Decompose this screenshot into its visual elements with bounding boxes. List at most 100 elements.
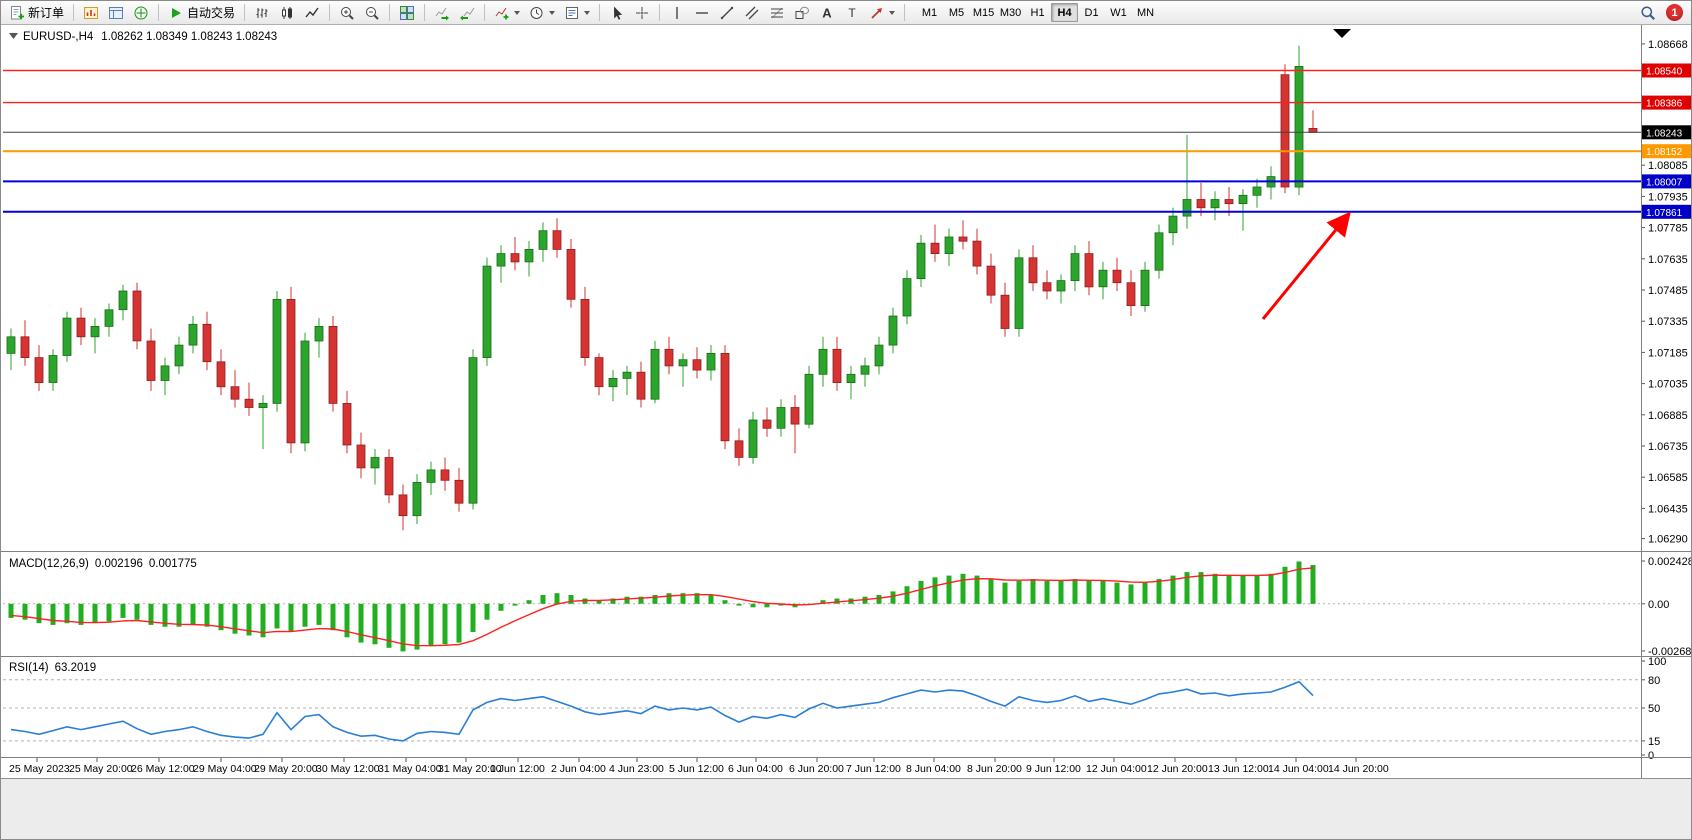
channel-button[interactable] — [740, 2, 764, 23]
macd-bar — [50, 603, 56, 625]
candle-down — [398, 494, 408, 517]
dropdown-caret — [584, 10, 591, 15]
crosshair-button[interactable] — [630, 2, 654, 23]
line-chart-button[interactable] — [300, 2, 324, 23]
macd-bar — [554, 593, 560, 604]
candle-up — [888, 315, 898, 346]
candle-down — [594, 357, 604, 388]
timeframe-h1-button[interactable]: H1 — [1024, 3, 1051, 22]
text-button[interactable]: A — [815, 2, 839, 23]
data-window-button[interactable] — [104, 2, 128, 23]
timeframe-m30-button[interactable]: M30 — [997, 3, 1024, 22]
arrows-button[interactable] — [865, 2, 899, 23]
macd-bar — [1268, 573, 1274, 604]
fibonacci-button[interactable] — [765, 2, 789, 23]
trend-arrow-annotation[interactable] — [1261, 211, 1351, 320]
market-watch-button[interactable] — [79, 2, 103, 23]
notification-badge[interactable]: 1 — [1666, 4, 1683, 21]
chart-shift-marker[interactable] — [1333, 29, 1351, 38]
candle-down — [832, 348, 842, 383]
new-order-button[interactable]: 新订单 — [5, 2, 68, 23]
vertical-line-button[interactable] — [665, 2, 689, 23]
time-axis-label: 25 May 2023 — [9, 763, 70, 775]
price-axis-label: 1.07635 — [1648, 254, 1688, 266]
macd-bar — [680, 593, 686, 604]
candle-down — [510, 253, 520, 263]
bar-chart-icon — [256, 7, 268, 18]
indicators-button[interactable] — [490, 2, 524, 23]
zoom-out-button[interactable] — [360, 2, 384, 23]
macd-bar — [512, 603, 518, 606]
tile-windows-button[interactable] — [395, 2, 419, 23]
macd-bar — [78, 603, 84, 625]
price-axis-label: 1.06885 — [1648, 410, 1688, 422]
candle-up — [160, 365, 170, 381]
candle-up — [524, 248, 534, 263]
candle-up — [6, 336, 16, 354]
candlestick-chart-button[interactable] — [275, 2, 299, 23]
macd-bar — [652, 595, 658, 604]
macd-bar — [190, 603, 196, 625]
macd-bar — [708, 595, 714, 604]
one-click-trading-toggle[interactable] — [9, 33, 18, 39]
auto-scroll-button[interactable] — [430, 2, 454, 23]
label-button[interactable]: T — [840, 2, 864, 23]
main-chart[interactable]: 1.08668 1.08085 1.07935 1.07785 1.07635 1.074… — [1, 25, 1692, 840]
macd-bar — [92, 603, 98, 624]
macd-bar — [148, 603, 154, 625]
candle-up — [706, 352, 716, 371]
candle-up — [1182, 199, 1192, 217]
candle-down — [720, 352, 730, 442]
time-axis-label: 9 Jun 12:00 — [1026, 763, 1081, 775]
macd-bar — [1044, 580, 1050, 604]
macd-bar — [442, 603, 448, 645]
macd-panel — [3, 561, 1641, 652]
macd-bar — [540, 595, 546, 604]
candle-down — [958, 236, 968, 242]
candle-up — [776, 407, 786, 429]
candle-down — [132, 290, 142, 342]
macd-bar — [358, 603, 364, 643]
macd-axis-label: 0.002428 — [1648, 556, 1692, 568]
navigator-button[interactable] — [129, 2, 153, 23]
auto-scroll-icon — [435, 7, 450, 20]
navigator-icon — [134, 6, 148, 19]
time-axis-label: 14 Jun 20:00 — [1328, 763, 1389, 775]
horizontal-line-button[interactable] — [690, 2, 714, 23]
zoom-in-button[interactable] — [335, 2, 359, 23]
cursor-icon — [614, 6, 623, 20]
data-window-icon — [109, 6, 124, 19]
toolbar-separator — [424, 4, 426, 21]
macd-bar — [820, 600, 826, 604]
periods-button[interactable] — [525, 2, 559, 23]
macd-bar — [988, 579, 994, 604]
cursor-button[interactable] — [605, 2, 629, 23]
trendline-button[interactable] — [715, 2, 739, 23]
time-axis-label: 1 Jun 12:00 — [490, 763, 545, 775]
candle-down — [664, 348, 674, 367]
candle-up — [188, 323, 198, 346]
autotrading-button[interactable]: 自动交易 — [164, 2, 239, 23]
timeframe-w1-button[interactable]: W1 — [1105, 3, 1132, 22]
search-icon — [1641, 5, 1655, 20]
templates-button[interactable] — [560, 2, 594, 23]
shapes-button[interactable] — [790, 2, 814, 23]
chart-shift-button[interactable] — [455, 2, 479, 23]
price-axis: 1.08668 1.08085 1.07935 1.07785 1.07635 1.074… — [1641, 39, 1692, 762]
time-axis-label: 8 Jun 04:00 — [906, 763, 961, 775]
search-button[interactable] — [1636, 2, 1660, 23]
timeframe-m1-button[interactable]: M1 — [916, 3, 943, 22]
bar-chart-button[interactable] — [250, 2, 274, 23]
timeframe-m5-button[interactable]: M5 — [943, 3, 970, 22]
timeframe-d1-button[interactable]: D1 — [1078, 3, 1105, 22]
macd-bar — [946, 575, 952, 604]
timeframe-h4-button[interactable]: H4 — [1051, 3, 1079, 22]
timeframe-mn-button[interactable]: MN — [1132, 3, 1159, 22]
candle-down — [1224, 199, 1234, 205]
candle-up — [104, 309, 114, 327]
price-axis-label: 1.07935 — [1648, 191, 1688, 203]
macd-bar — [232, 603, 238, 634]
hline-icon — [696, 11, 709, 14]
timeframe-m15-button[interactable]: M15 — [970, 3, 997, 22]
